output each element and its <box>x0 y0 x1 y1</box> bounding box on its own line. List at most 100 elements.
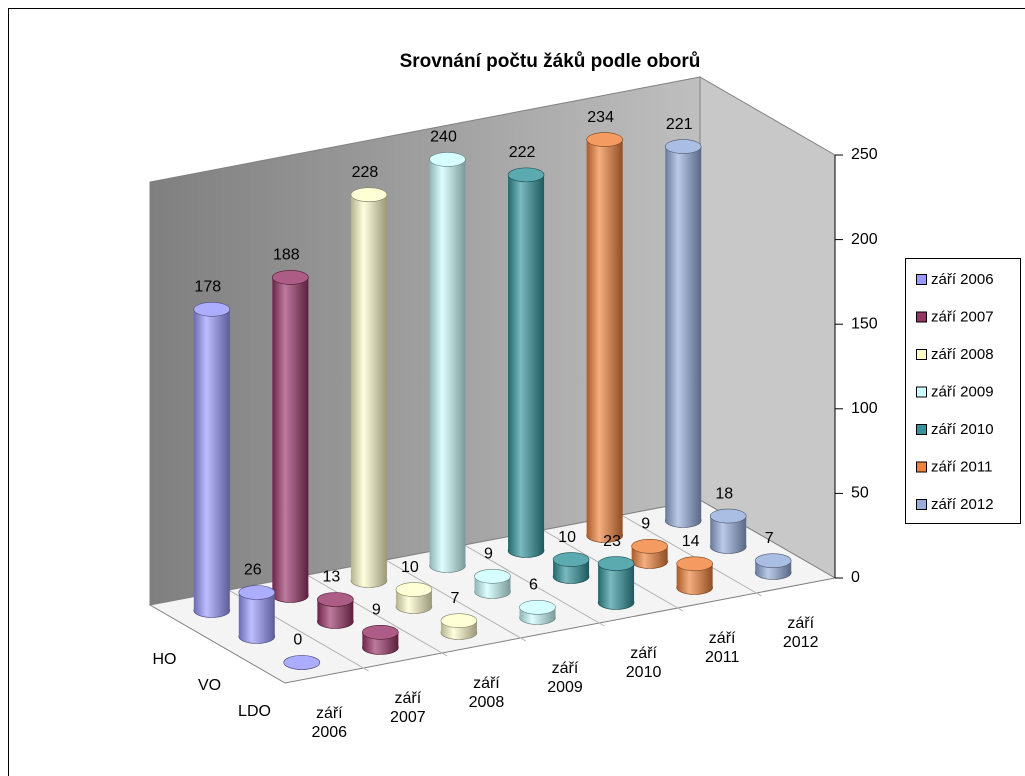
data-label: 221 <box>666 116 693 133</box>
legend-swatch <box>916 424 927 435</box>
data-label: 7 <box>450 590 459 607</box>
cylinder <box>272 270 309 603</box>
y-tick-label: 150 <box>851 315 878 332</box>
legend-swatch <box>916 461 927 473</box>
cylinder <box>238 585 276 644</box>
legend-label: září 2010 <box>931 421 994 438</box>
cylinder <box>664 139 702 528</box>
cylinder-top <box>272 270 309 285</box>
x-tick-label: září 2010 <box>625 644 662 681</box>
cylinder <box>440 613 478 640</box>
floor-divider <box>385 559 526 642</box>
cylinder-top <box>238 585 276 600</box>
legend-label: září 2008 <box>931 346 994 363</box>
cylinder <box>586 132 623 543</box>
x-tick-label: září 2011 <box>704 629 740 666</box>
data-label: 10 <box>401 559 419 576</box>
cylinder <box>395 582 433 614</box>
cylinder <box>362 624 399 655</box>
cylinder <box>631 538 668 569</box>
x-tick-label: září 2007 <box>390 689 426 726</box>
data-label: 18 <box>715 485 733 502</box>
data-label: 188 <box>273 247 300 264</box>
floor-divider <box>621 514 762 597</box>
cylinder <box>709 508 747 554</box>
cylinder-top <box>586 132 623 147</box>
legend-swatch <box>916 311 927 323</box>
x-tick-label: září 2006 <box>311 704 348 741</box>
data-label: 23 <box>603 533 621 550</box>
cylinder-body <box>429 159 466 566</box>
cylinder-body <box>193 309 230 611</box>
cylinder <box>474 568 511 599</box>
cylinder-top <box>754 553 792 568</box>
y-tick-label: 100 <box>851 400 878 417</box>
data-label: 13 <box>322 569 340 586</box>
cylinder-body <box>586 139 623 536</box>
cylinder-body <box>238 592 275 637</box>
side-wall <box>699 76 836 579</box>
data-label: 14 <box>682 533 700 550</box>
cylinder-top <box>631 538 668 554</box>
data-label: 6 <box>529 577 538 594</box>
data-label: 240 <box>430 129 457 146</box>
cylinder-top <box>664 139 702 154</box>
cylinder-top <box>395 582 433 597</box>
cylinder-top <box>283 655 321 670</box>
legend-label: září 2009 <box>931 383 994 400</box>
cylinder <box>597 556 635 610</box>
data-label: 228 <box>352 164 379 181</box>
legend-label: září 2007 <box>931 308 994 325</box>
cylinder-top <box>362 624 399 640</box>
x-tick-label: září 2009 <box>547 659 583 696</box>
cylinder-top <box>519 600 556 615</box>
legend-swatch <box>916 499 927 510</box>
cylinder <box>754 553 792 580</box>
cylinder-top <box>676 556 713 572</box>
cylinder-top <box>474 568 511 584</box>
legend-label: září 2012 <box>931 496 994 513</box>
data-label: 222 <box>509 144 536 161</box>
cylinder <box>507 167 545 558</box>
legend-swatch <box>916 274 927 285</box>
legend-swatch <box>916 386 927 398</box>
cylinder-top <box>552 552 590 567</box>
legend-label: září 2011 <box>931 458 992 475</box>
legend-label: září 2006 <box>931 271 994 288</box>
data-label: 0 <box>293 632 302 649</box>
floor-divider <box>464 544 605 627</box>
y-tick-label: 0 <box>851 569 860 586</box>
data-label: 9 <box>372 601 381 618</box>
x-tick-label: září 2008 <box>468 674 505 711</box>
floor-divider <box>306 574 448 657</box>
data-label: 26 <box>244 562 262 579</box>
y-tick-label: 200 <box>851 231 878 248</box>
cylinder <box>317 592 354 629</box>
cylinder-body <box>350 194 387 581</box>
cylinder <box>552 552 590 584</box>
data-label: 178 <box>194 279 221 296</box>
cylinder-top <box>193 302 231 317</box>
cylinder-top <box>440 613 478 628</box>
cylinder-top <box>317 592 354 607</box>
x-tick-label: září 2012 <box>782 614 819 651</box>
data-label: 10 <box>558 529 576 546</box>
cylinder <box>193 302 231 618</box>
cylinder <box>350 187 388 588</box>
cylinder <box>676 556 713 595</box>
data-label: 9 <box>641 515 650 532</box>
depth-label: VO <box>198 677 221 694</box>
cylinder-body <box>272 277 309 596</box>
data-label: 9 <box>484 545 493 562</box>
data-label: 7 <box>765 530 774 547</box>
cylinder-body <box>508 174 545 551</box>
cylinder-top <box>597 556 635 571</box>
data-label: 234 <box>587 109 614 126</box>
chart-title: Srovnání počtu žáků podle oborů <box>400 51 701 72</box>
cylinder-top <box>350 187 388 203</box>
y-tick-label: 250 <box>851 146 878 163</box>
legend-swatch <box>916 349 927 360</box>
cylinder <box>519 600 556 625</box>
